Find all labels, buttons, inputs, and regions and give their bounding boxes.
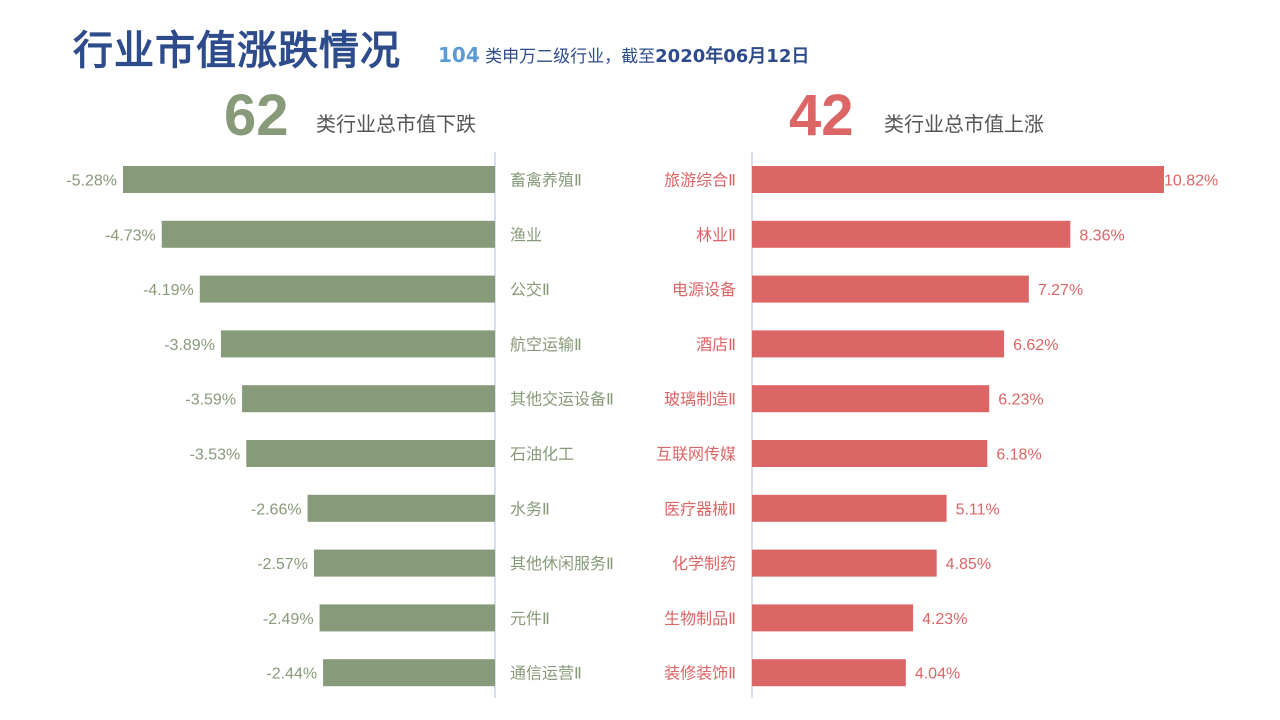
down-category-label: 其他交运设备Ⅱ [510, 390, 614, 409]
up-category-label: 装修装饰Ⅱ [664, 664, 736, 683]
up-bar [752, 494, 947, 522]
up-category-label: 医疗器械Ⅱ [664, 499, 736, 518]
down-bar [220, 330, 495, 358]
up-value-label: 7.27% [1038, 282, 1083, 299]
up-bar [752, 659, 906, 687]
down-bar [123, 166, 495, 193]
industry-count: 104 [438, 43, 480, 67]
subtitle-date: 2020年06月12日 [655, 46, 810, 67]
down-value-label: -5.28% [66, 173, 117, 190]
up-bar [752, 330, 1005, 358]
down-bar [307, 494, 495, 522]
down-bar [161, 220, 495, 248]
down-category-label: 石油化工 [510, 445, 574, 464]
up-category-label: 玻璃制造Ⅱ [664, 390, 736, 409]
page-subtitle: 104 类申万二级行业，截至2020年06月12日 [438, 42, 809, 68]
up-label: 类行业总市值上涨 [884, 112, 1044, 136]
down-value-label: -4.73% [105, 227, 156, 244]
down-category-label: 畜禽养殖Ⅱ [510, 171, 582, 190]
down-category-label: 元件Ⅱ [510, 609, 550, 628]
down-bar [313, 549, 495, 577]
down-bar [319, 604, 495, 632]
down-count: 62 [224, 83, 289, 148]
down-bar [242, 385, 495, 413]
down-category-label: 其他休闲服务Ⅱ [510, 554, 614, 573]
page-title: 行业市值涨跌情况 [73, 28, 401, 74]
up-value-label: 6.62% [1013, 337, 1058, 354]
up-category-label: 电源设备 [672, 280, 736, 299]
down-bar [246, 440, 495, 467]
down-bar [199, 275, 495, 303]
down-value-label: -3.89% [164, 337, 215, 354]
down-value-label: -2.49% [263, 611, 314, 628]
up-value-label: 6.18% [996, 447, 1041, 464]
down-category-label: 通信运营Ⅱ [510, 664, 582, 683]
up-value-label: 4.23% [922, 611, 967, 628]
up-bar [752, 440, 988, 467]
up-bar [752, 220, 1071, 248]
up-category-label: 生物制品Ⅱ [664, 609, 736, 628]
up-category-label: 旅游综合Ⅱ [664, 171, 736, 190]
down-category-label: 渔业 [510, 225, 542, 244]
down-value-label: -3.53% [190, 447, 241, 464]
up-category-label: 酒店Ⅱ [696, 335, 736, 354]
up-value-label: 6.23% [998, 392, 1043, 409]
up-category-label: 化学制药 [672, 554, 736, 573]
down-value-label: -4.19% [143, 282, 194, 299]
down-label: 类行业总市值下跌 [316, 112, 476, 136]
up-bar [752, 275, 1029, 303]
up-value-label: 10.82% [1164, 173, 1218, 190]
up-category-label: 林业Ⅱ [696, 225, 736, 244]
up-value-label: 5.11% [956, 501, 1000, 518]
subtitle-text: 类申万二级行业，截至 [479, 47, 656, 67]
down-category-label: 航空运输Ⅱ [510, 335, 582, 354]
up-value-label: 4.85% [946, 556, 991, 573]
down-value-label: -2.44% [266, 666, 317, 683]
up-bar [752, 166, 1164, 193]
up-value-label: 8.36% [1079, 227, 1124, 244]
up-category-label: 互联网传媒 [656, 445, 736, 464]
up-value-label: 4.04% [915, 666, 960, 683]
up-bar [752, 549, 937, 577]
down-bar [323, 659, 495, 687]
down-value-label: -2.57% [257, 556, 308, 573]
down-category-label: 公交Ⅱ [510, 280, 550, 299]
down-value-label: -3.59% [185, 392, 236, 409]
down-value-label: -2.66% [251, 501, 302, 518]
up-bar [752, 604, 914, 632]
up-count: 42 [789, 83, 854, 148]
up-bar [752, 385, 990, 413]
down-category-label: 水务Ⅱ [510, 499, 550, 518]
